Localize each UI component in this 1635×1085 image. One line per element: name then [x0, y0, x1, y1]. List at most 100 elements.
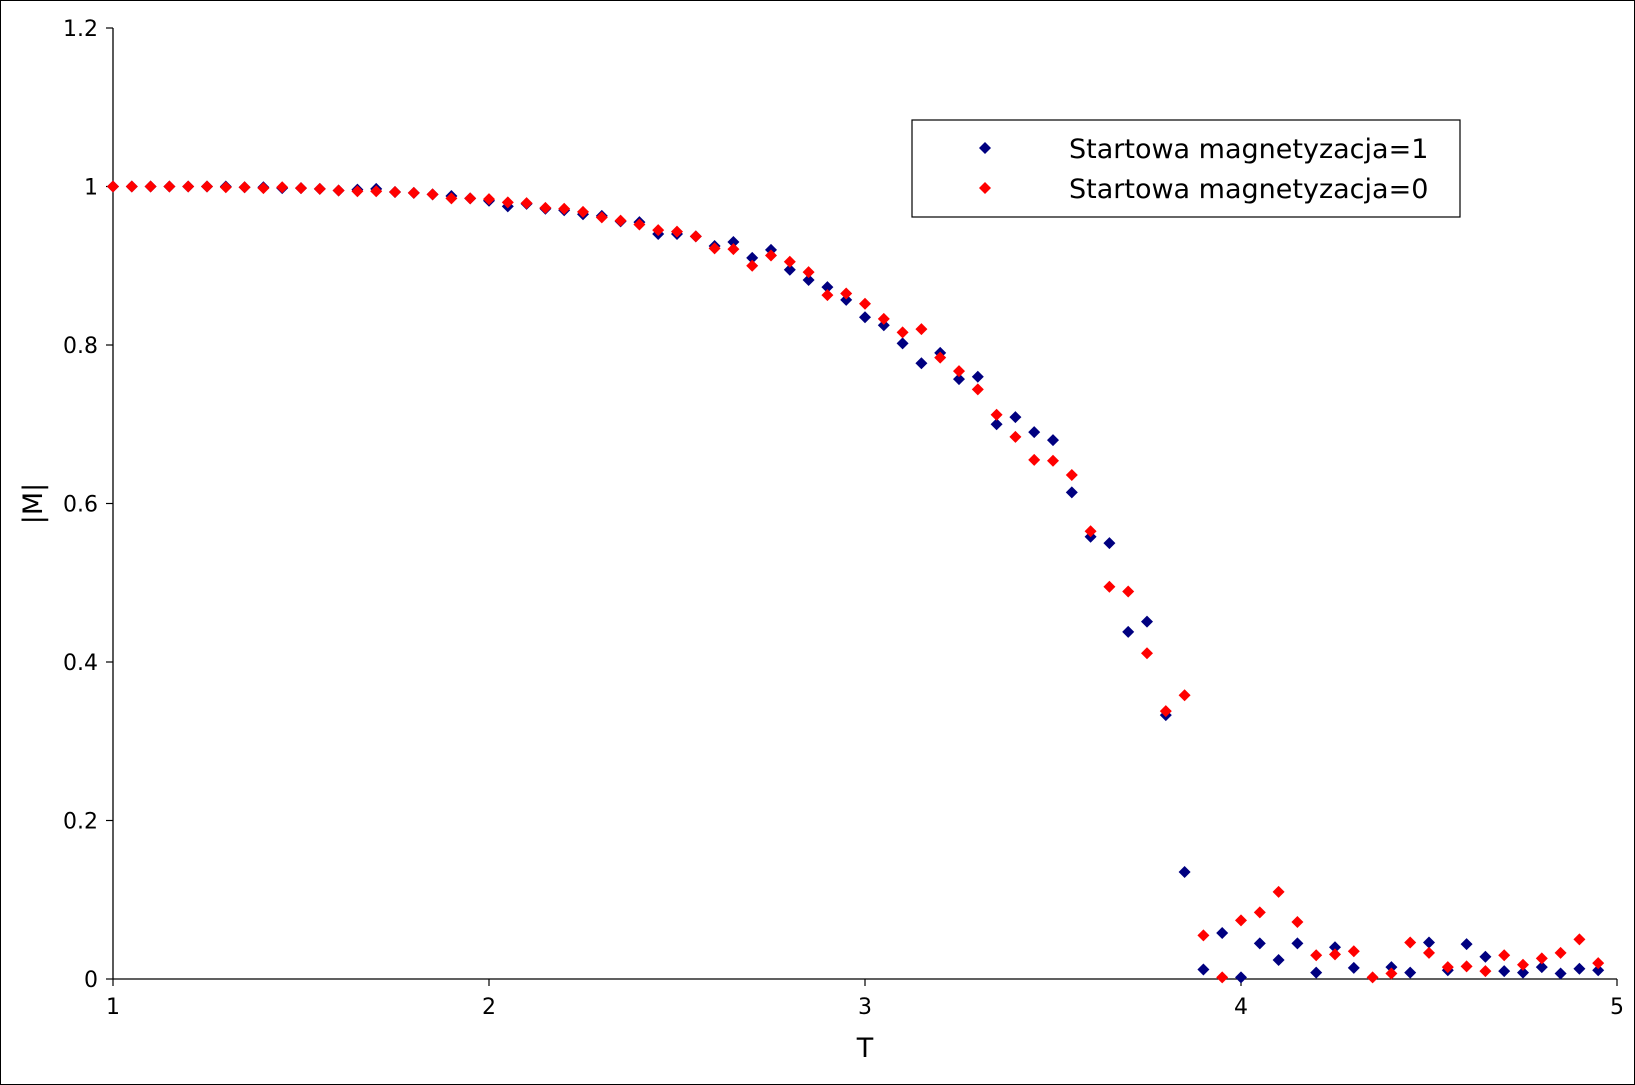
data-point-series-2 — [1460, 960, 1473, 973]
data-point-series-2 — [483, 193, 495, 206]
data-point-series-2 — [1028, 453, 1041, 466]
data-point-series-1 — [877, 319, 890, 332]
data-point-series-1 — [1065, 486, 1078, 499]
data-point-series-2 — [765, 249, 777, 262]
data-point-series-2 — [934, 351, 947, 364]
y-tick-label: 0 — [84, 968, 98, 993]
data-point-series-1 — [990, 418, 1003, 431]
data-point-series-1 — [1197, 963, 1210, 976]
data-point-series-2 — [201, 180, 213, 193]
y-axis-ticks: 0 0.2 0.4 0.6 0.8 1 1.2 — [63, 17, 113, 993]
data-point-series-1 — [1047, 434, 1059, 447]
data-point-series-1 — [1347, 961, 1360, 974]
data-point-series-2 — [182, 180, 195, 193]
legend: Startowa magnetyzacja=1 Startowa magnety… — [911, 119, 1461, 218]
data-point-series-1 — [746, 251, 759, 264]
data-point-series-2 — [896, 326, 909, 339]
data-point-series-2 — [107, 180, 119, 193]
data-point-series-2 — [1310, 949, 1323, 962]
data-point-series-2 — [1404, 936, 1417, 949]
data-point-series-2 — [257, 182, 270, 195]
data-point-series-2 — [802, 266, 815, 279]
data-point-series-2 — [407, 186, 420, 199]
data-point-series-2 — [840, 287, 853, 300]
data-point-series-2 — [1441, 961, 1454, 974]
x-axis-title: T — [856, 1033, 874, 1064]
data-point-series-2 — [1122, 585, 1135, 598]
data-point-series-2 — [332, 184, 345, 197]
data-point-series-2 — [501, 196, 514, 209]
data-point-series-2 — [1573, 933, 1586, 946]
data-point-series-2 — [520, 197, 533, 210]
y-tick-label: 0.6 — [63, 493, 98, 518]
data-point-series-1 — [1141, 615, 1153, 628]
data-point-series-1 — [1028, 426, 1041, 439]
data-point-series-2 — [1329, 948, 1341, 961]
data-point-series-1 — [1573, 962, 1586, 975]
data-point-series-1 — [1291, 937, 1304, 950]
data-point-series-1 — [840, 293, 853, 306]
data-point-series-2 — [915, 323, 928, 336]
legend-marker-series-1 — [979, 142, 991, 154]
data-point-series-2 — [1535, 952, 1548, 965]
data-point-series-1 — [1216, 927, 1229, 940]
data-point-series-2 — [877, 312, 890, 325]
x-tick-label: 2 — [482, 995, 496, 1020]
data-point-series-1 — [859, 311, 871, 324]
data-point-series-2 — [295, 182, 307, 195]
data-point-series-2 — [595, 211, 608, 224]
data-point-series-2 — [1291, 915, 1304, 928]
data-point-series-1 — [1272, 953, 1285, 966]
data-point-series-2 — [1253, 906, 1266, 919]
data-point-series-2 — [671, 225, 683, 238]
data-point-series-1 — [1235, 971, 1247, 984]
data-point-series-2 — [1347, 945, 1360, 958]
data-point-series-1 — [1385, 961, 1398, 974]
data-point-series-2 — [1141, 647, 1153, 660]
data-point-series-1 — [783, 263, 796, 276]
data-point-series-2 — [219, 181, 232, 194]
data-point-series-1 — [1498, 965, 1511, 978]
data-point-series-2 — [163, 180, 176, 193]
data-point-series-2 — [783, 255, 796, 268]
data-point-series-1 — [953, 373, 965, 386]
data-point-series-2 — [1272, 885, 1285, 898]
x-tick-label: 5 — [1610, 995, 1624, 1020]
data-point-series-2 — [558, 202, 571, 215]
legend-entry-series-1: Startowa magnetyzacja=1 — [1069, 134, 1428, 165]
y-tick-label: 0.2 — [63, 810, 98, 835]
data-point-series-1 — [727, 235, 740, 248]
data-point-series-2 — [859, 297, 871, 310]
data-point-series-1 — [1554, 967, 1567, 980]
data-point-series-2 — [144, 180, 157, 193]
data-point-series-1 — [1535, 961, 1548, 974]
data-point-series-2 — [445, 192, 458, 205]
data-point-series-2 — [1197, 929, 1210, 942]
data-point-series-2 — [614, 214, 627, 227]
data-point-series-2 — [1366, 971, 1379, 984]
data-point-series-2 — [464, 192, 477, 205]
data-point-series-2 — [1084, 525, 1097, 538]
data-point-series-2 — [971, 383, 984, 396]
data-point-series-2 — [1479, 965, 1492, 978]
data-point-series-2 — [351, 185, 364, 198]
y-tick-label: 0.8 — [63, 334, 98, 359]
data-point-series-2 — [426, 188, 439, 201]
data-point-series-2 — [708, 242, 721, 255]
data-point-series-1 — [1122, 625, 1135, 638]
data-point-series-2 — [539, 201, 552, 214]
x-tick-label: 3 — [858, 995, 872, 1020]
data-point-series-2 — [652, 224, 665, 237]
data-point-series-2 — [1554, 946, 1567, 959]
data-point-series-2 — [313, 182, 326, 195]
data-point-series-1 — [971, 370, 984, 383]
data-point-series-2 — [389, 186, 401, 199]
data-point-series-1 — [1329, 941, 1341, 954]
data-point-series-2 — [370, 185, 383, 198]
data-point-series-2 — [689, 230, 702, 243]
data-point-series-2 — [1178, 689, 1191, 702]
data-point-series-2 — [727, 243, 740, 256]
data-point-series-2 — [990, 408, 1003, 421]
y-tick-label: 0.4 — [63, 651, 98, 676]
